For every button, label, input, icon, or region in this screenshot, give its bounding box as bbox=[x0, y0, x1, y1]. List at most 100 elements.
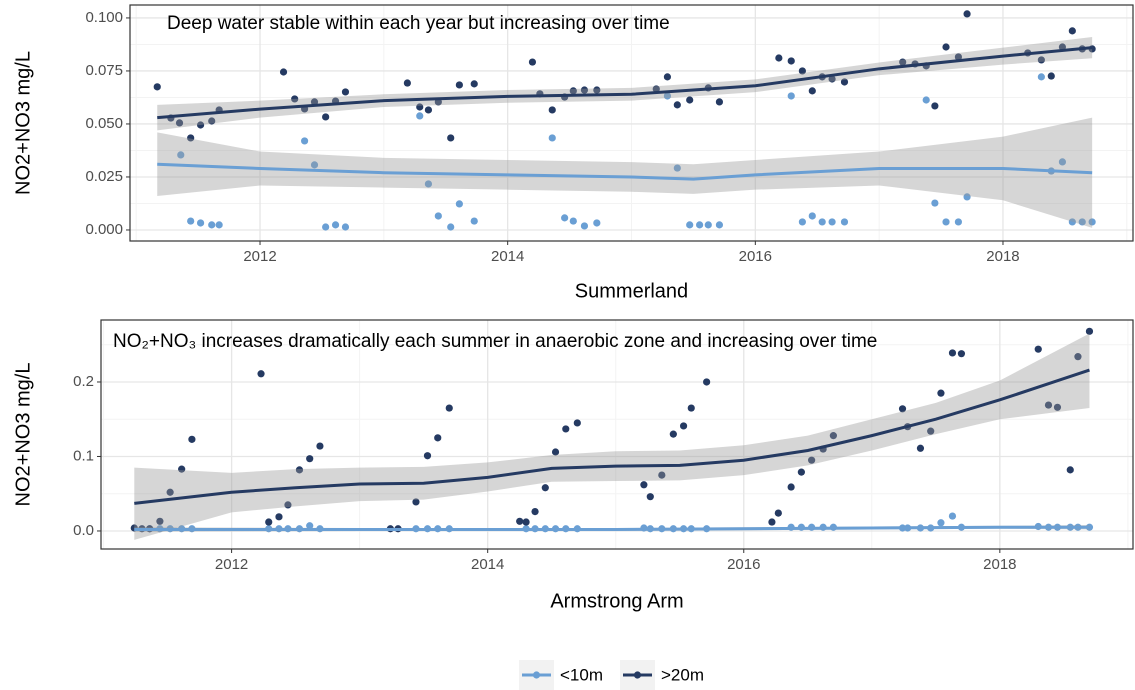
point bbox=[416, 112, 424, 120]
point bbox=[1053, 403, 1062, 411]
point bbox=[1034, 345, 1042, 353]
point bbox=[455, 200, 463, 208]
point bbox=[562, 425, 570, 433]
point bbox=[829, 432, 837, 440]
point bbox=[1078, 218, 1086, 226]
point bbox=[963, 10, 971, 18]
point bbox=[663, 92, 672, 100]
point bbox=[403, 79, 411, 87]
point bbox=[310, 98, 319, 106]
point bbox=[646, 493, 654, 501]
point bbox=[434, 212, 442, 220]
point bbox=[663, 73, 672, 81]
point bbox=[1044, 401, 1053, 409]
point bbox=[551, 448, 560, 456]
y-tick-label: 0.100 bbox=[85, 9, 123, 26]
point bbox=[412, 498, 420, 506]
point bbox=[310, 161, 319, 169]
x-axis-title: Summerland bbox=[575, 280, 688, 302]
trend-line bbox=[157, 46, 1093, 120]
point bbox=[569, 87, 577, 95]
point bbox=[787, 483, 795, 491]
point bbox=[424, 106, 433, 114]
plot-border bbox=[129, 4, 1134, 242]
point bbox=[580, 222, 589, 230]
point bbox=[828, 75, 836, 83]
point bbox=[1074, 353, 1082, 361]
point bbox=[1047, 72, 1055, 80]
point bbox=[416, 103, 424, 111]
trend-line bbox=[157, 162, 1093, 181]
point bbox=[1037, 56, 1045, 64]
point bbox=[447, 223, 455, 231]
point bbox=[423, 452, 432, 460]
point bbox=[331, 221, 340, 229]
point bbox=[548, 134, 556, 142]
point bbox=[1058, 158, 1067, 166]
point bbox=[188, 435, 196, 443]
point bbox=[196, 219, 205, 227]
point bbox=[561, 214, 569, 222]
point bbox=[341, 88, 350, 96]
point bbox=[673, 101, 681, 109]
point bbox=[658, 471, 666, 479]
point bbox=[673, 164, 681, 172]
point bbox=[470, 80, 478, 88]
point bbox=[528, 58, 537, 66]
point bbox=[208, 221, 216, 229]
point bbox=[1068, 27, 1076, 35]
point bbox=[687, 404, 695, 412]
point bbox=[922, 96, 930, 104]
point bbox=[787, 57, 795, 65]
point bbox=[898, 405, 907, 413]
x-tick-label: 2014 bbox=[491, 248, 524, 265]
point bbox=[295, 466, 304, 474]
point bbox=[531, 508, 539, 516]
point bbox=[774, 509, 782, 517]
point bbox=[768, 518, 776, 526]
plot-border bbox=[100, 319, 1134, 550]
point bbox=[797, 468, 805, 476]
point bbox=[470, 217, 478, 225]
point bbox=[593, 219, 601, 227]
point bbox=[1066, 466, 1074, 474]
point bbox=[322, 223, 330, 231]
point bbox=[177, 151, 185, 159]
point bbox=[640, 481, 648, 489]
confidence-band bbox=[157, 117, 1093, 228]
annotation: Deep water stable within each year but i… bbox=[167, 13, 670, 34]
legend-label: <10m bbox=[560, 665, 603, 684]
y-tick-label: 0.025 bbox=[85, 168, 123, 185]
x-tick-label: 2016 bbox=[727, 556, 760, 573]
x-tick-label: 2012 bbox=[215, 556, 248, 573]
point bbox=[215, 221, 223, 229]
point bbox=[279, 68, 288, 76]
point bbox=[828, 218, 836, 226]
point bbox=[686, 96, 694, 104]
point bbox=[704, 221, 712, 229]
point bbox=[284, 501, 292, 509]
point bbox=[937, 389, 945, 397]
point bbox=[548, 106, 556, 114]
point bbox=[899, 58, 907, 66]
point bbox=[808, 456, 816, 464]
point bbox=[275, 513, 283, 521]
x-tick-label: 2018 bbox=[986, 248, 1019, 265]
point bbox=[798, 67, 806, 75]
point bbox=[522, 518, 530, 526]
y-axis-title: NO2+NO3 mg/L bbox=[12, 51, 34, 195]
point bbox=[153, 83, 161, 91]
point bbox=[1037, 73, 1045, 81]
point bbox=[187, 134, 195, 142]
annotation: NO₂+NO₃ increases dramatically each summ… bbox=[113, 331, 878, 352]
point bbox=[652, 85, 660, 93]
point bbox=[703, 378, 711, 386]
point bbox=[257, 370, 265, 378]
point bbox=[679, 422, 688, 430]
point bbox=[316, 442, 324, 450]
point bbox=[166, 488, 174, 496]
point bbox=[322, 113, 330, 121]
point bbox=[937, 519, 945, 527]
point bbox=[787, 92, 795, 100]
x-tick-label: 2012 bbox=[243, 248, 276, 265]
